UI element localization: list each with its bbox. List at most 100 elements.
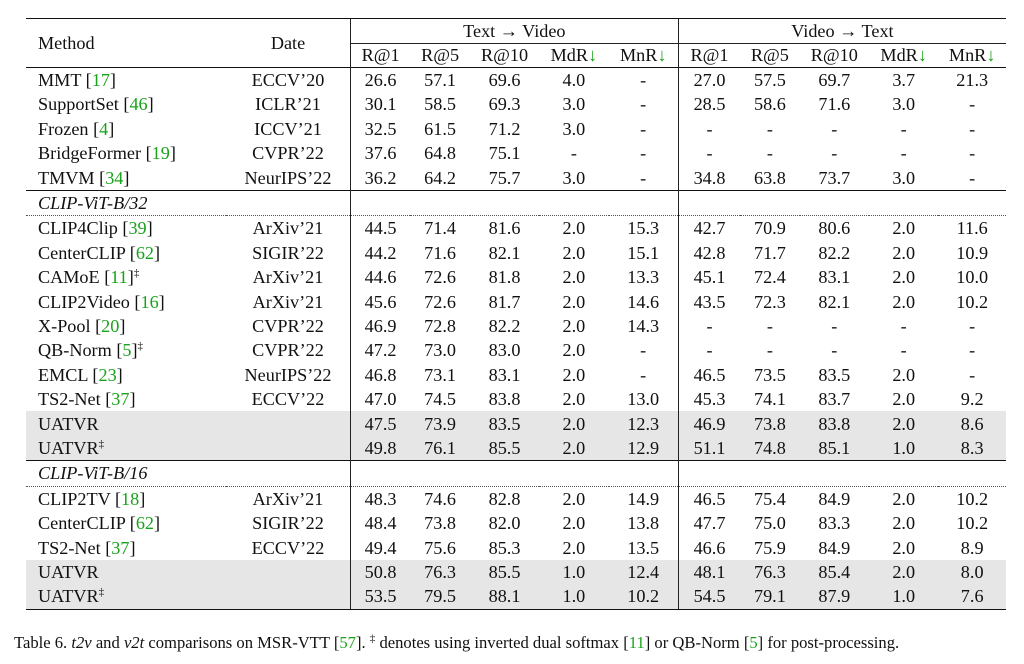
value-cell: 10.0 [956, 267, 989, 288]
citation-link[interactable]: 19 [151, 143, 170, 164]
value-cell: 8.0 [938, 559, 1006, 585]
value-cell: 61.5 [424, 118, 456, 139]
dagger-mark: ‡ [98, 586, 105, 599]
citation-link[interactable]: 5 [122, 340, 132, 361]
citation-link[interactable]: 34 [105, 167, 124, 188]
value-cell: 11.6 [938, 215, 1006, 241]
method-cell: UATVR‡ [26, 435, 227, 461]
value-cell: 2.0 [869, 411, 939, 436]
value-cell: 72.6 [424, 291, 456, 312]
value-cell: - [640, 167, 647, 188]
date-cell: CVPR’22 [252, 316, 324, 336]
value-cell: 2.0 [562, 267, 586, 288]
value-cell: 83.1 [818, 267, 851, 288]
method-name: SupportSet [38, 94, 119, 115]
value-cell: 73.1 [424, 364, 456, 385]
citation-link[interactable]: 39 [128, 218, 147, 239]
value-cell: 2.0 [869, 559, 939, 585]
section-title: CLIP-ViT-B/16 [26, 460, 351, 487]
method-name: CLIP4Clip [38, 218, 118, 239]
method-name: CenterCLIP [38, 513, 126, 534]
empty-cell [608, 189, 679, 216]
citation-link[interactable]: 37 [111, 389, 130, 410]
caption-citation[interactable]: 11 [628, 633, 645, 652]
metric-label: R@5 [421, 45, 460, 66]
dagger-mark: ‡ [98, 437, 105, 450]
value-cell: 51.1 [677, 435, 741, 461]
value-cell: 2.0 [562, 242, 586, 263]
method-name: UATVR [38, 413, 99, 434]
value-cell: 2.0 [562, 513, 586, 534]
citation-link[interactable]: 62 [135, 242, 155, 263]
empty-cell [469, 460, 540, 487]
citation-link[interactable]: 4 [99, 118, 109, 139]
value-cell: 2.0 [562, 316, 586, 336]
dagger-mark: ‡ [137, 340, 144, 353]
citation-link[interactable]: 46 [129, 94, 148, 115]
value-cell: 34.8 [677, 165, 741, 191]
value-cell: 2.0 [892, 537, 916, 558]
value-cell: 76.3 [740, 559, 800, 585]
value-cell: 42.8 [677, 240, 741, 266]
value-cell: 83.5 [818, 364, 851, 385]
citation-link[interactable]: 16 [140, 291, 159, 312]
value-cell: 3.0 [562, 94, 586, 115]
method-cell: UATVR [26, 559, 227, 585]
value-cell: 58.5 [424, 94, 456, 115]
value-cell: 54.5 [677, 584, 741, 610]
caption-citation[interactable]: 57 [339, 633, 356, 652]
value-cell: 74.1 [753, 389, 786, 410]
value-cell: 49.4 [349, 535, 411, 560]
caption-t2v: t2v [71, 633, 92, 652]
value-cell: 2.0 [562, 291, 586, 312]
date-cell: ECCV’22 [251, 537, 325, 558]
value-cell: 88.1 [469, 584, 540, 610]
section-row: CLIP-ViT-B/16 [26, 460, 1006, 487]
results-table: Method Date Text → Video Video → Text R@… [26, 18, 1006, 610]
value-cell: - [677, 338, 741, 363]
value-cell: 14.9 [608, 485, 679, 512]
value-cell: 12.9 [608, 435, 679, 461]
date-cell: ICCV’21 [254, 118, 322, 139]
value-cell: 8.6 [938, 411, 1006, 436]
value-cell: 53.5 [349, 584, 411, 610]
value-cell: 83.8 [488, 389, 521, 410]
citation-link[interactable]: 18 [121, 488, 140, 509]
caption-label: Table 6. [14, 633, 68, 652]
value-cell: 75.0 [753, 513, 786, 534]
value-cell: 82.8 [469, 485, 540, 512]
empty-cell [539, 189, 609, 216]
table-row: UATVR 50.8 76.3 85.5 1.0 12.4 48.1 76.3 85.4 2.0 8… [26, 559, 1006, 585]
empty-cell [869, 460, 939, 487]
method-cell: SupportSet [46] [38, 94, 154, 115]
metric-header: MdR↓ [539, 44, 608, 68]
value-cell: 75.1 [488, 143, 521, 164]
value-cell: 13.3 [627, 267, 660, 288]
value-cell: 85.3 [488, 537, 521, 558]
value-cell: 76.1 [410, 435, 470, 461]
date-cell: ArXiv’21 [226, 215, 351, 241]
citation-link[interactable]: 23 [98, 364, 117, 385]
value-cell: 75.7 [488, 167, 521, 188]
method-name: TMVM [38, 167, 95, 188]
caption-citation[interactable]: 5 [749, 633, 758, 652]
value-cell: 4.0 [539, 67, 609, 93]
dagger-mark: ‡ [133, 267, 140, 280]
value-cell: 21.3 [938, 67, 1006, 93]
method-cell: TS2-Net [37] [38, 537, 136, 558]
value-cell: - [570, 143, 577, 164]
table-row: TMVM [34] NeurIPS’22 36.2 64.2 75.7 3.0 - 34.8 6… [26, 165, 1006, 191]
method-cell: UATVR‡ [26, 584, 227, 610]
table-row: CAMoE [11]‡ ArXiv’21 44.6 72.6 81.8 2.0 13.3 45… [26, 265, 1006, 290]
citation-link[interactable]: 20 [101, 316, 120, 336]
citation-link[interactable]: 11 [110, 267, 128, 288]
date-cell: NeurIPS’22 [244, 364, 332, 385]
citation-link[interactable]: 62 [135, 513, 155, 534]
value-cell: 83.3 [818, 513, 851, 534]
citation-link[interactable]: 37 [111, 537, 130, 558]
value-cell: 73.5 [753, 364, 786, 385]
group-header-t2v: Text → Video [349, 18, 679, 44]
value-cell: 26.6 [349, 67, 411, 93]
value-cell: 83.0 [488, 340, 521, 361]
citation-link[interactable]: 17 [91, 70, 110, 91]
